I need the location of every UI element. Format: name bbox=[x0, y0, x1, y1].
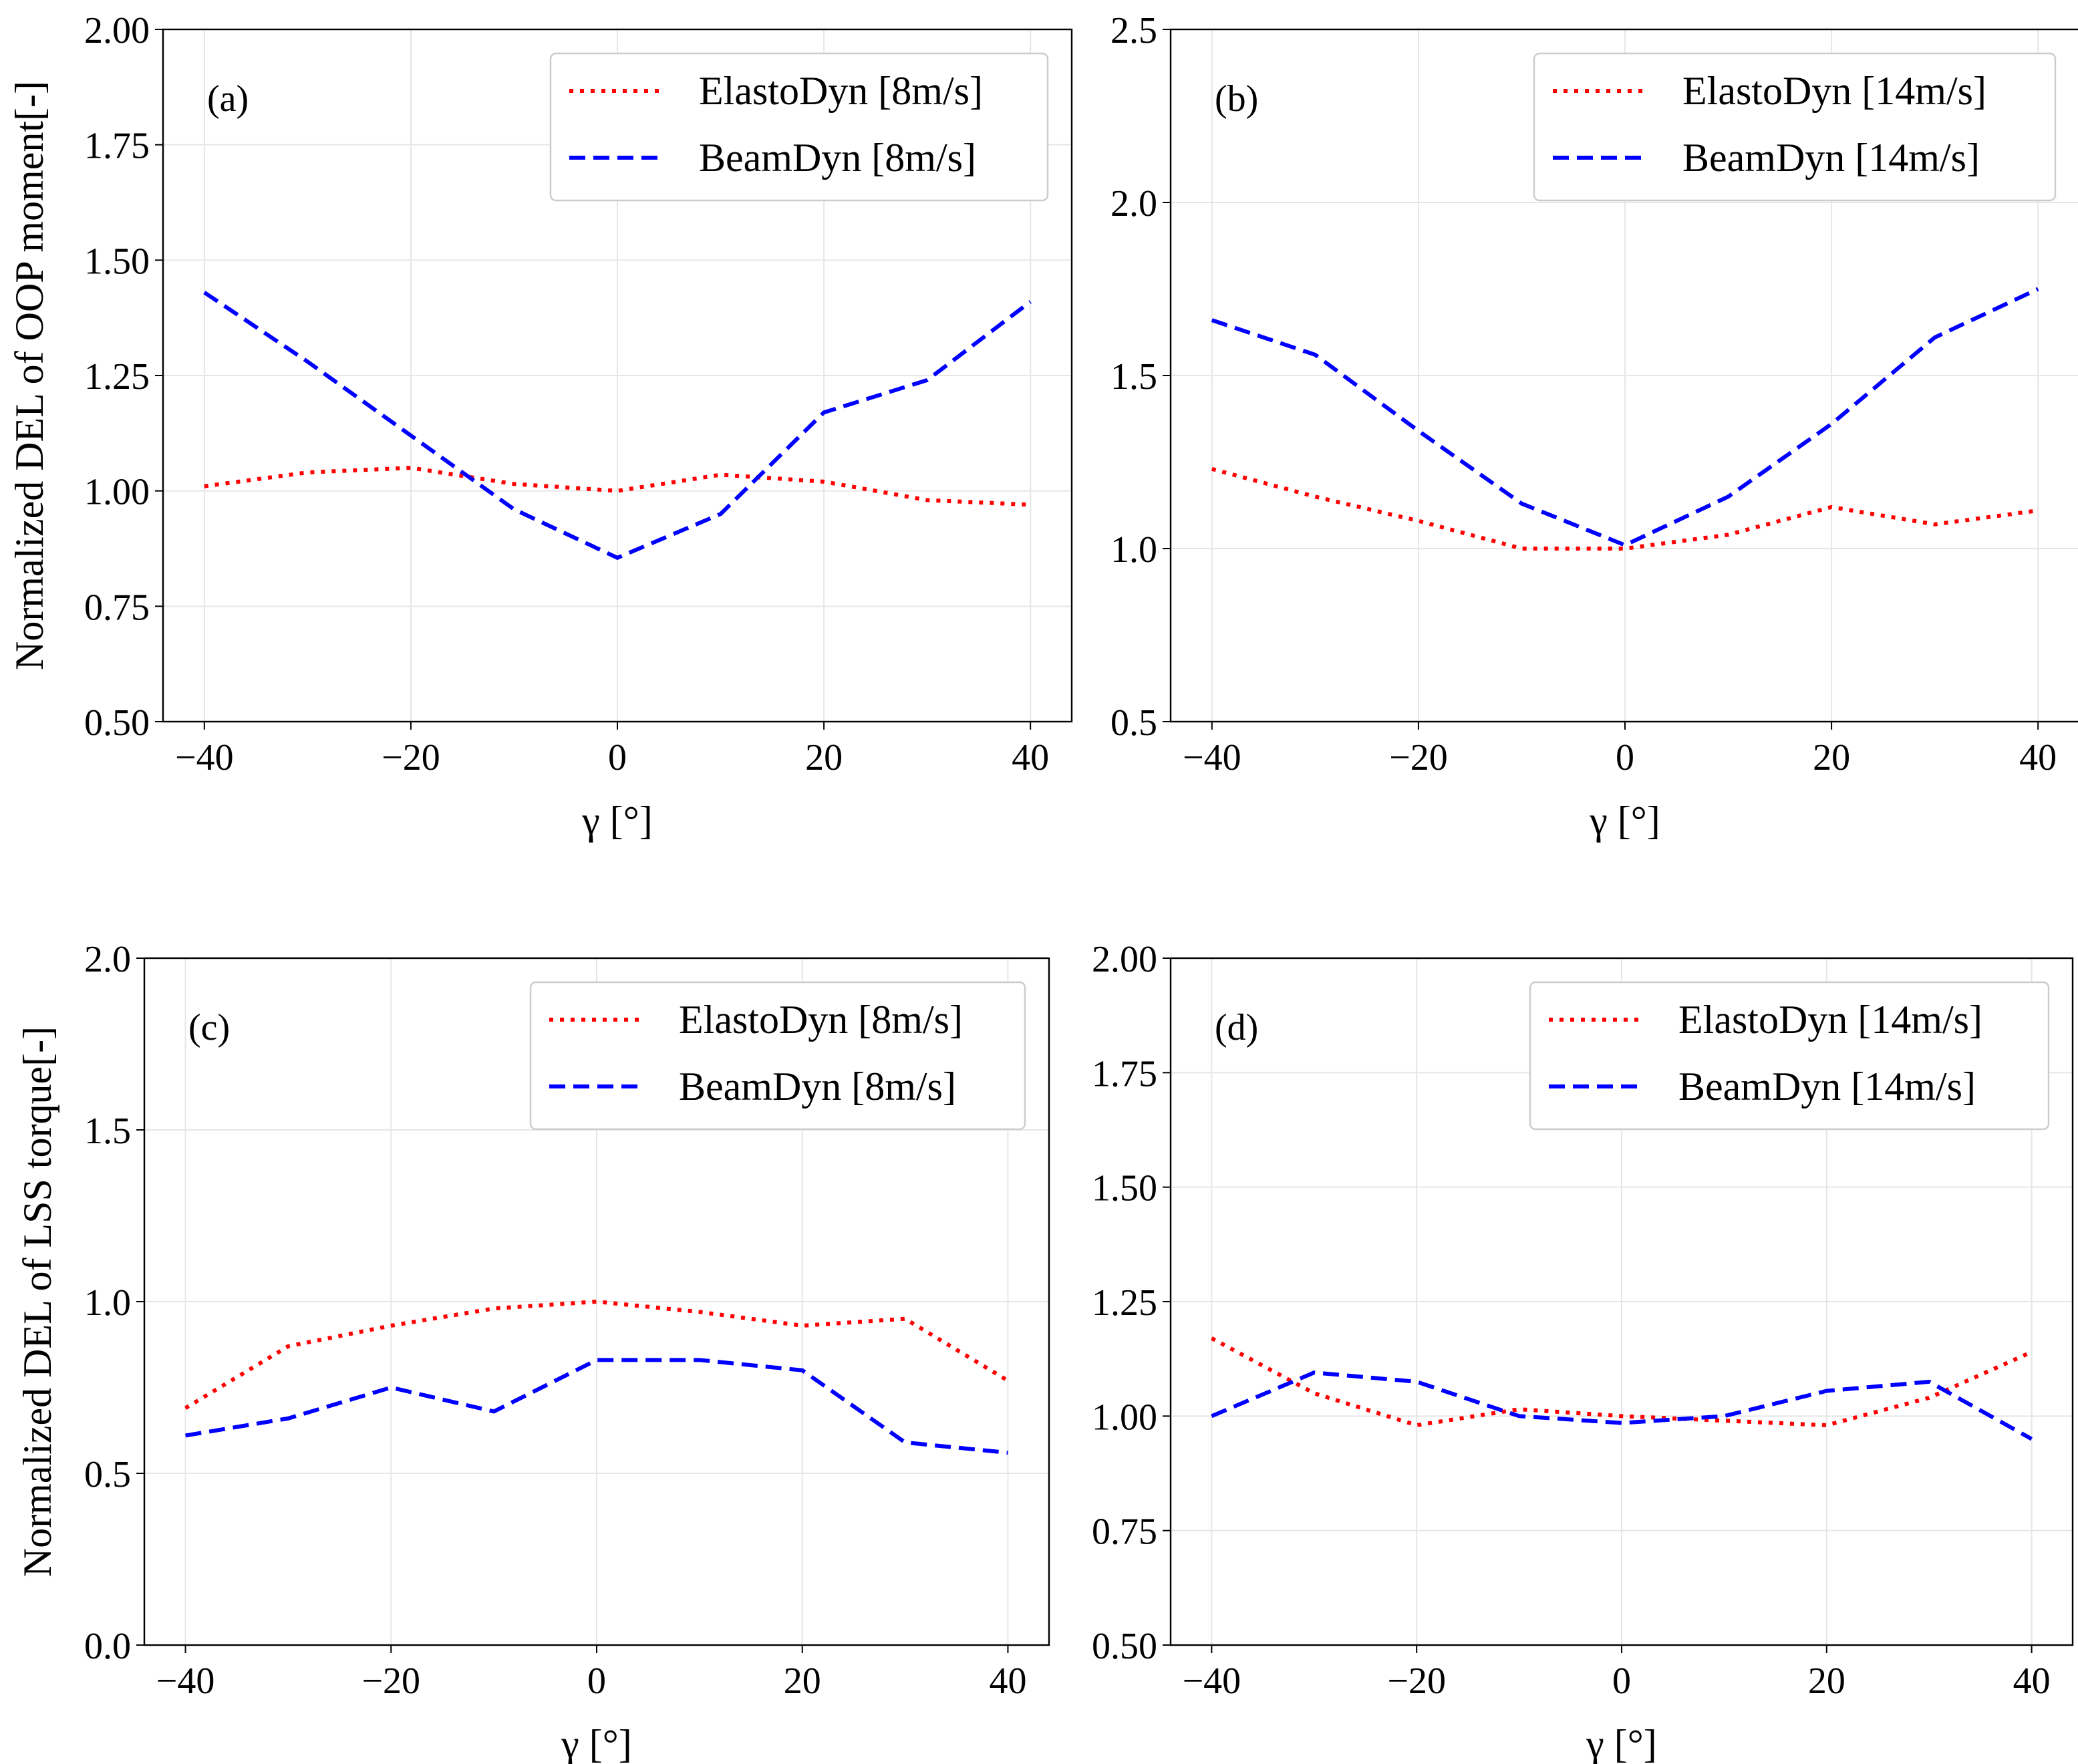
x-tick-label: −20 bbox=[382, 737, 440, 778]
y-tick-label: 0.5 bbox=[1110, 702, 1157, 744]
y-tick-label: 0.75 bbox=[84, 587, 150, 628]
y-tick-label: 0.50 bbox=[84, 702, 150, 744]
y-tick-label: 1.0 bbox=[1110, 529, 1157, 571]
legend-box bbox=[529, 981, 1026, 1131]
x-axis-label: γ [°] bbox=[581, 798, 652, 843]
x-tick-label: 20 bbox=[1813, 737, 1850, 778]
x-tick-label: 40 bbox=[989, 1660, 1026, 1702]
elastodyn-series-line bbox=[1210, 1336, 2033, 1428]
y-tick-label: 1.00 bbox=[84, 472, 150, 513]
legend: ElastoDyn [8m/s] BeamDyn [8m/s] bbox=[529, 981, 1026, 1131]
legend-label: ElastoDyn [14m/s] bbox=[1678, 998, 1982, 1042]
y-tick-label: 1.50 bbox=[1092, 1168, 1157, 1209]
x-tick-label: 40 bbox=[1012, 737, 1049, 778]
x-tick-label: 0 bbox=[608, 737, 627, 778]
elastodyn-series-line bbox=[184, 1299, 1010, 1410]
x-axis-label: γ [°] bbox=[561, 1722, 631, 1764]
x-tick-label: 40 bbox=[2013, 1660, 2051, 1702]
y-tick-label: 1.0 bbox=[84, 1282, 131, 1324]
y-tick-label: 1.00 bbox=[1092, 1396, 1157, 1438]
panel-label: (a) bbox=[207, 78, 249, 120]
x-tick-label: −20 bbox=[361, 1660, 420, 1702]
x-tick-label: −20 bbox=[1387, 1660, 1446, 1702]
legend-label: ElastoDyn [14m/s] bbox=[1682, 69, 1986, 113]
beamdyn-series-line bbox=[203, 291, 1032, 561]
x-tick-label: 20 bbox=[784, 1660, 821, 1702]
axes-frame bbox=[1169, 957, 2074, 1646]
y-tick-label: 0.75 bbox=[1092, 1511, 1157, 1553]
legend-box bbox=[1529, 981, 2050, 1131]
y-tick-label: 1.50 bbox=[84, 241, 150, 282]
y-tick-label: 1.75 bbox=[84, 126, 150, 167]
x-tick-label: 0 bbox=[1612, 1660, 1631, 1702]
legend: ElastoDyn [8m/s] BeamDyn [8m/s] bbox=[549, 52, 1049, 202]
elastodyn-series-line bbox=[1211, 466, 2039, 551]
y-tick-label: 0.5 bbox=[84, 1454, 131, 1495]
x-tick-label: 20 bbox=[1808, 1660, 1845, 1702]
y-axis-label: Normalized DEL of OOP moment[-] bbox=[7, 81, 51, 670]
panel-label: (d) bbox=[1215, 1007, 1258, 1048]
y-tick-label: 2.00 bbox=[84, 10, 150, 51]
beamdyn-series-line bbox=[1211, 287, 2039, 548]
legend-label: ElastoDyn [8m/s] bbox=[679, 998, 963, 1042]
x-tick-label: 0 bbox=[587, 1660, 606, 1702]
y-tick-label: 2.00 bbox=[1092, 939, 1157, 980]
x-tick-label: −40 bbox=[175, 737, 234, 778]
x-tick-label: 0 bbox=[1616, 737, 1634, 778]
x-tick-label: 40 bbox=[2019, 737, 2057, 778]
y-axis-label: Normalized DEL of LSS torque[-] bbox=[15, 1026, 59, 1577]
x-tick-label: 20 bbox=[805, 737, 843, 778]
y-tick-label: 0.0 bbox=[84, 1626, 131, 1667]
y-tick-label: 2.0 bbox=[84, 939, 131, 980]
y-tick-label: 1.25 bbox=[1092, 1282, 1157, 1324]
x-tick-label: −40 bbox=[156, 1660, 215, 1702]
y-tick-label: 2.0 bbox=[1110, 183, 1157, 225]
beamdyn-series-line bbox=[185, 1358, 1008, 1455]
legend-label: BeamDyn [14m/s] bbox=[1678, 1064, 1976, 1109]
legend-label: BeamDyn [8m/s] bbox=[679, 1064, 956, 1109]
x-tick-label: −40 bbox=[1183, 1660, 1241, 1702]
subplot-a: −40 −20 0 20 40 0.50 0.75 1.00 1.25 1.50 1.75 2.00 (… bbox=[7, 10, 1073, 843]
subplot-b: −40 −20 0 20 40 0.5 1.0 1.5 2.0 2.5 (b) ElastoDyn [… bbox=[1110, 10, 2078, 843]
x-tick-label: −40 bbox=[1183, 737, 1241, 778]
panel-label: (b) bbox=[1215, 78, 1258, 120]
beamdyn-series-line bbox=[1211, 1370, 2033, 1441]
subplot-c: −40 −20 0 20 40 0.0 0.5 1.0 1.5 2.0 (c) ElastoDyn [… bbox=[15, 939, 1050, 1764]
legend-box bbox=[549, 52, 1049, 202]
legend-label: BeamDyn [14m/s] bbox=[1682, 136, 1980, 180]
x-axis-label: γ [°] bbox=[1589, 798, 1660, 843]
y-tick-label: 1.25 bbox=[84, 356, 150, 398]
y-tick-label: 1.75 bbox=[1092, 1053, 1157, 1094]
x-axis-label: γ [°] bbox=[1586, 1722, 1656, 1764]
panel-label: (c) bbox=[188, 1007, 230, 1048]
y-tick-label: 1.5 bbox=[84, 1111, 131, 1152]
y-tick-label: 0.50 bbox=[1092, 1626, 1157, 1667]
legend-label: ElastoDyn [8m/s] bbox=[699, 69, 983, 113]
subplot-d: −40 −20 0 20 40 0.50 0.75 1.00 1.25 1.50 1.75 2.00 (… bbox=[1092, 939, 2074, 1764]
axes-frame bbox=[143, 957, 1050, 1646]
x-tick-label: −20 bbox=[1389, 737, 1448, 778]
y-tick-label: 1.5 bbox=[1110, 356, 1157, 398]
y-tick-label: 2.5 bbox=[1110, 10, 1157, 51]
axes-frame bbox=[162, 28, 1073, 723]
legend: ElastoDyn [14m/s] BeamDyn [14m/s] bbox=[1529, 981, 2050, 1131]
legend-label: BeamDyn [8m/s] bbox=[699, 136, 976, 180]
axes-frame bbox=[1169, 28, 2078, 723]
legend-box bbox=[1533, 52, 2057, 202]
legend: ElastoDyn [14m/s] BeamDyn [14m/s] bbox=[1533, 52, 2057, 202]
